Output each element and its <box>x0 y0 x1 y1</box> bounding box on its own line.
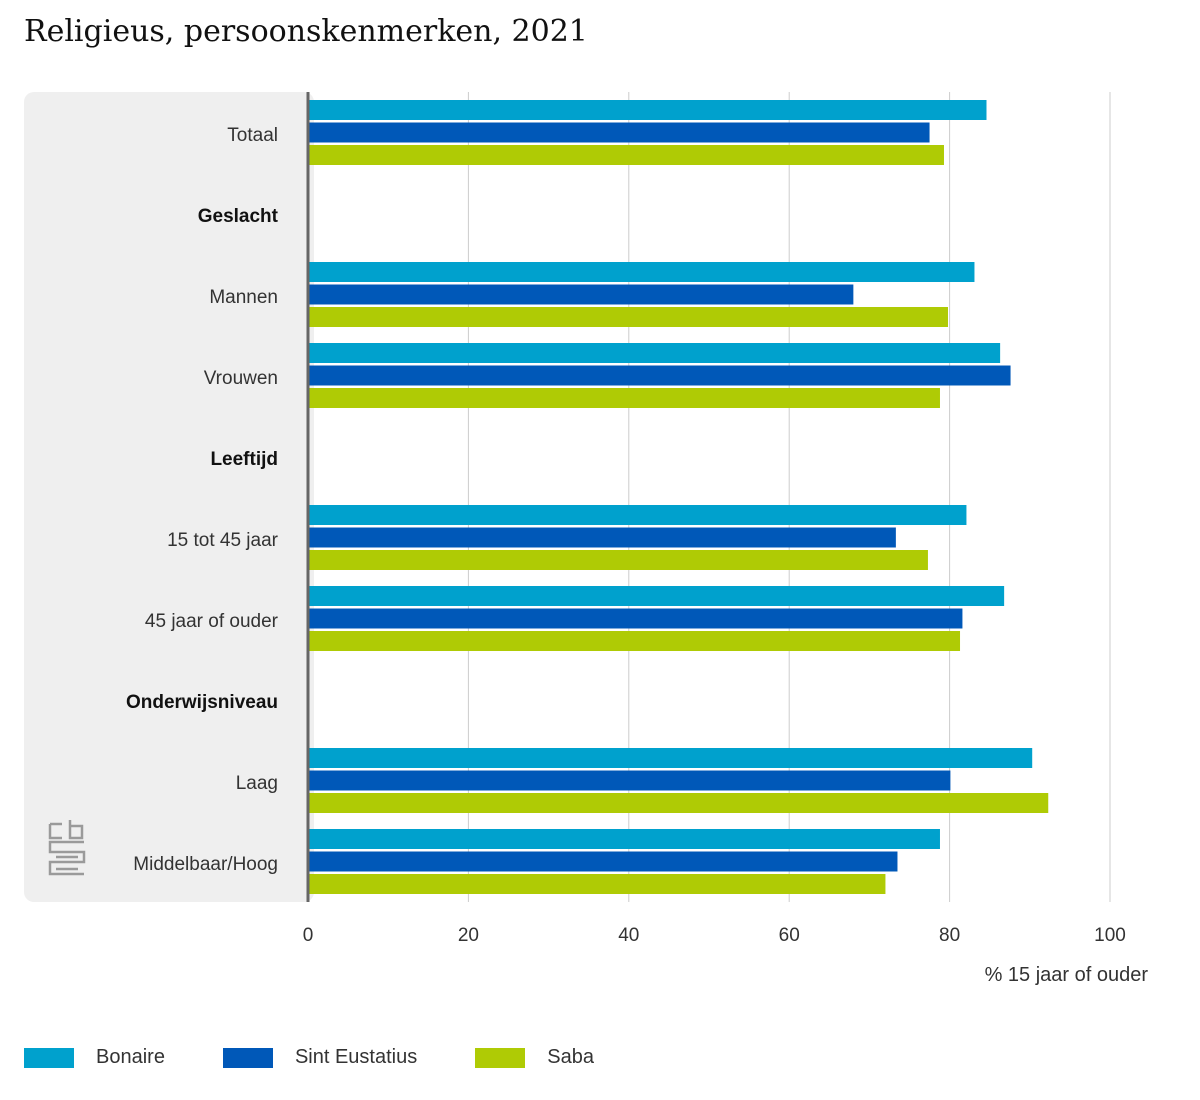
category-label-15-tot-45-jaar: 15 tot 45 jaar <box>167 530 279 551</box>
bar-saba-middelbaar-hoog <box>308 874 886 894</box>
category-label-mannen: Mannen <box>209 287 278 308</box>
bar-sint-eustatius-vrouwen <box>308 365 1011 386</box>
bar-saba-45-jaar-of-ouder <box>308 631 961 651</box>
group-label-geslacht: Geslacht <box>198 206 279 227</box>
label-panel <box>24 92 314 902</box>
bar-sint-eustatius-15-tot-45-jaar <box>308 527 896 548</box>
bar-bonaire-totaal <box>308 100 987 120</box>
legend-label-sint-eustatius: Sint Eustatius <box>294 1046 418 1068</box>
category-label-vrouwen: Vrouwen <box>204 368 278 389</box>
legend-item-saba: Saba <box>475 1046 594 1069</box>
x-tick-label-100: 100 <box>1094 925 1126 946</box>
legend-item-bonaire: Bonaire <box>24 1046 165 1069</box>
bar-saba-vrouwen <box>308 388 940 408</box>
legend-item-sint-eustatius: Sint Eustatius <box>222 1046 418 1069</box>
cbs-logo-icon <box>48 820 86 876</box>
legend-label-bonaire: Bonaire <box>96 1046 165 1068</box>
category-label-middelbaar-hoog: Middelbaar/Hoog <box>133 854 278 875</box>
x-tick-label-20: 20 <box>458 925 479 946</box>
legend-swatch-bonaire <box>24 1047 74 1068</box>
legend-swatch-saba <box>475 1047 526 1068</box>
bar-bonaire-laag <box>308 748 1033 768</box>
bar-sint-eustatius-laag <box>308 770 951 791</box>
legend-label-saba: Saba <box>547 1046 594 1068</box>
x-axis-title: % 15 jaar of ouder <box>985 964 1149 986</box>
page-title: Religieus, persoonskenmerken, 2021 <box>24 14 588 49</box>
bar-bonaire-middelbaar-hoog <box>308 829 940 849</box>
bar-bonaire-vrouwen <box>308 343 1001 363</box>
legend: Bonaire Sint Eustatius Saba <box>24 1046 594 1069</box>
bar-bonaire-15-tot-45-jaar <box>308 505 967 525</box>
x-tick-label-60: 60 <box>779 925 800 946</box>
bar-chart: Totaal Geslacht Mannen Vrouwen Leeftijd 15 to… <box>24 92 1149 986</box>
x-tick-label-80: 80 <box>939 925 960 946</box>
category-label-45-jaar-of-ouder: 45 jaar of ouder <box>145 611 279 632</box>
category-label-totaal: Totaal <box>227 125 278 146</box>
x-tick-label-0: 0 <box>303 925 314 946</box>
group-label-onderwijsniveau: Onderwijsniveau <box>126 692 278 713</box>
bar-sint-eustatius-middelbaar-hoog <box>308 851 898 872</box>
bar-sint-eustatius-totaal <box>308 122 930 143</box>
x-tick-label-40: 40 <box>618 925 639 946</box>
legend-swatch-sint-eustatius <box>222 1047 273 1068</box>
bar-saba-mannen <box>308 307 948 327</box>
bar-bonaire-45-jaar-of-ouder <box>308 586 1005 606</box>
bar-sint-eustatius-mannen <box>308 284 854 305</box>
bar-saba-15-tot-45-jaar <box>308 550 928 570</box>
bar-sint-eustatius-45-jaar-of-ouder <box>308 608 963 629</box>
group-label-leeftijd: Leeftijd <box>210 449 278 470</box>
bar-saba-laag <box>308 793 1049 813</box>
category-label-laag: Laag <box>236 773 278 794</box>
bar-bonaire-mannen <box>308 262 975 282</box>
bar-saba-totaal <box>308 145 944 165</box>
